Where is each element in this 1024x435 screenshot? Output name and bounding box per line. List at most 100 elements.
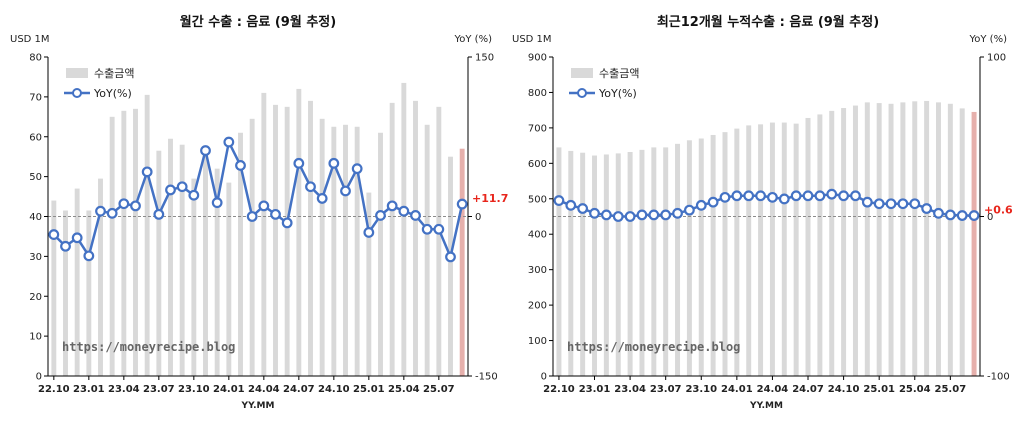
bar-23.04	[121, 110, 127, 376]
left-tick-label: 60	[29, 132, 42, 143]
right-tick-label: 150	[475, 53, 494, 64]
yoy-point-23.02	[600, 209, 612, 221]
bar-24.10	[331, 126, 337, 376]
yoy-point-24.07	[293, 157, 305, 169]
x-tick-label: 25.04	[388, 384, 420, 395]
yoy-point-23.09	[684, 204, 695, 216]
bar-22.11	[568, 150, 574, 376]
yoy-point-23.03	[106, 207, 118, 219]
bar-25.05	[924, 100, 930, 376]
right-tick-label: -150	[475, 372, 498, 383]
bar-25.03	[900, 102, 906, 377]
bar-24.03	[249, 118, 255, 376]
x-tick-label: 23.01	[73, 384, 105, 395]
left-tick-label: 400	[528, 230, 547, 241]
bar-24.04	[769, 122, 775, 376]
x-tick-label: 22.10	[543, 384, 575, 395]
yoy-point-23.08	[165, 184, 176, 196]
bar-23.01	[592, 155, 597, 376]
bar-22.10	[556, 147, 562, 376]
legend-label-line: YoY(%)	[598, 87, 637, 100]
chart-title: 최근12개월 누적수출 : 음료 (9월 추정)	[657, 14, 879, 30]
yoy-point-23.11	[707, 196, 719, 208]
yoy-point-25.05	[921, 203, 933, 214]
bar-23.08	[168, 138, 173, 376]
bar-24.06	[284, 106, 290, 376]
left-tick-label: 20	[29, 292, 42, 303]
bar-24.05	[781, 122, 787, 376]
yoy-point-25.04	[909, 198, 921, 210]
yoy-point-23.06	[141, 166, 153, 178]
x-tick-label: 25.07	[935, 384, 967, 395]
chart-2: 최근12개월 누적수출 : 음료 (9월 추정) USD 1M YoY (%) 0 10…	[512, 14, 1013, 411]
bar-23.09	[179, 144, 185, 376]
left-tick-label: 100	[528, 336, 547, 347]
yoy-point-24.07	[802, 190, 814, 202]
bar-24.07	[296, 88, 302, 377]
bar-24.10	[841, 108, 847, 376]
yoy-point-23.10	[695, 199, 707, 211]
bar-25.05	[413, 100, 418, 377]
x-tick-label: 25.04	[899, 384, 931, 395]
left-tick-label: 900	[528, 53, 547, 64]
yoy-point-25.03	[386, 200, 398, 212]
bar-25.01	[876, 103, 882, 376]
yoy-point-22.11	[60, 240, 71, 252]
yoy-point-22.11	[565, 199, 577, 211]
bar-23.06	[144, 94, 150, 376]
bar-22.10	[51, 200, 57, 376]
left-tick-label: 600	[528, 159, 547, 170]
yoy-point-23.07	[660, 209, 672, 221]
yoy-point-24.05	[270, 208, 281, 220]
yoy-point-25.04	[398, 205, 410, 217]
bar-23.05	[133, 108, 138, 376]
bar-24.09	[319, 118, 325, 376]
yoy-point-23.05	[636, 209, 648, 221]
yoy-point-23.08	[672, 207, 683, 219]
chart-1: 월간 수출 : 음료 (9월 추정) USD 1M YoY (%) 0 10 20 30 40…	[10, 14, 508, 411]
yoy-point-23.10	[188, 189, 200, 201]
bar-23.02	[98, 178, 103, 376]
bar-23.11	[710, 134, 716, 376]
yoy-point-24.08	[814, 190, 826, 202]
bar-25.04	[912, 101, 918, 376]
bar-25.07	[436, 106, 442, 376]
bar-24.06	[793, 123, 799, 376]
yoy-point-25.06	[421, 223, 433, 235]
bar-23.04	[627, 151, 633, 376]
x-tick-label: 24.01	[721, 384, 753, 395]
bar-23.10	[191, 178, 197, 376]
bar-23.07	[156, 150, 162, 376]
bar-23.02	[603, 154, 609, 376]
bar-23.07	[663, 147, 669, 376]
last-yoy-label: +0.6	[984, 204, 1013, 217]
x-tick-label: 25.01	[353, 384, 385, 395]
bar-24.01	[734, 128, 740, 376]
x-tick-label: 23.10	[178, 384, 210, 395]
left-tick-label: 40	[29, 212, 42, 223]
bar-24.08	[308, 100, 313, 377]
watermark: https://moneyrecipe.blog	[567, 340, 740, 354]
yoy-point-23.07	[153, 208, 165, 220]
bar-25.02	[378, 132, 383, 376]
right-tick-label: 100	[987, 53, 1006, 64]
yoy-point-24.03	[246, 211, 258, 222]
yoy-point-23.11	[200, 145, 211, 156]
bar-23.12	[214, 168, 220, 376]
yoy-point-24.05	[778, 193, 790, 205]
yoy-point-24.01	[223, 136, 235, 148]
x-tick-label: 25.01	[863, 384, 895, 395]
yoy-point-22.12	[577, 203, 589, 214]
legend-swatch-bar	[571, 68, 593, 78]
bar-24.04	[261, 92, 267, 376]
left-tick-label: 800	[528, 88, 547, 99]
yoy-point-25.02	[375, 210, 386, 221]
x-tick-label: 23.04	[108, 384, 140, 395]
bar-24.09	[829, 110, 835, 376]
right-tick-label: 0	[475, 212, 481, 223]
bar-25.07	[947, 103, 953, 376]
legend-swatch-bar	[66, 68, 88, 78]
x-tick-label: 23.10	[685, 384, 717, 395]
yoy-point-25.08	[956, 210, 968, 221]
bar-22.12	[580, 152, 586, 376]
